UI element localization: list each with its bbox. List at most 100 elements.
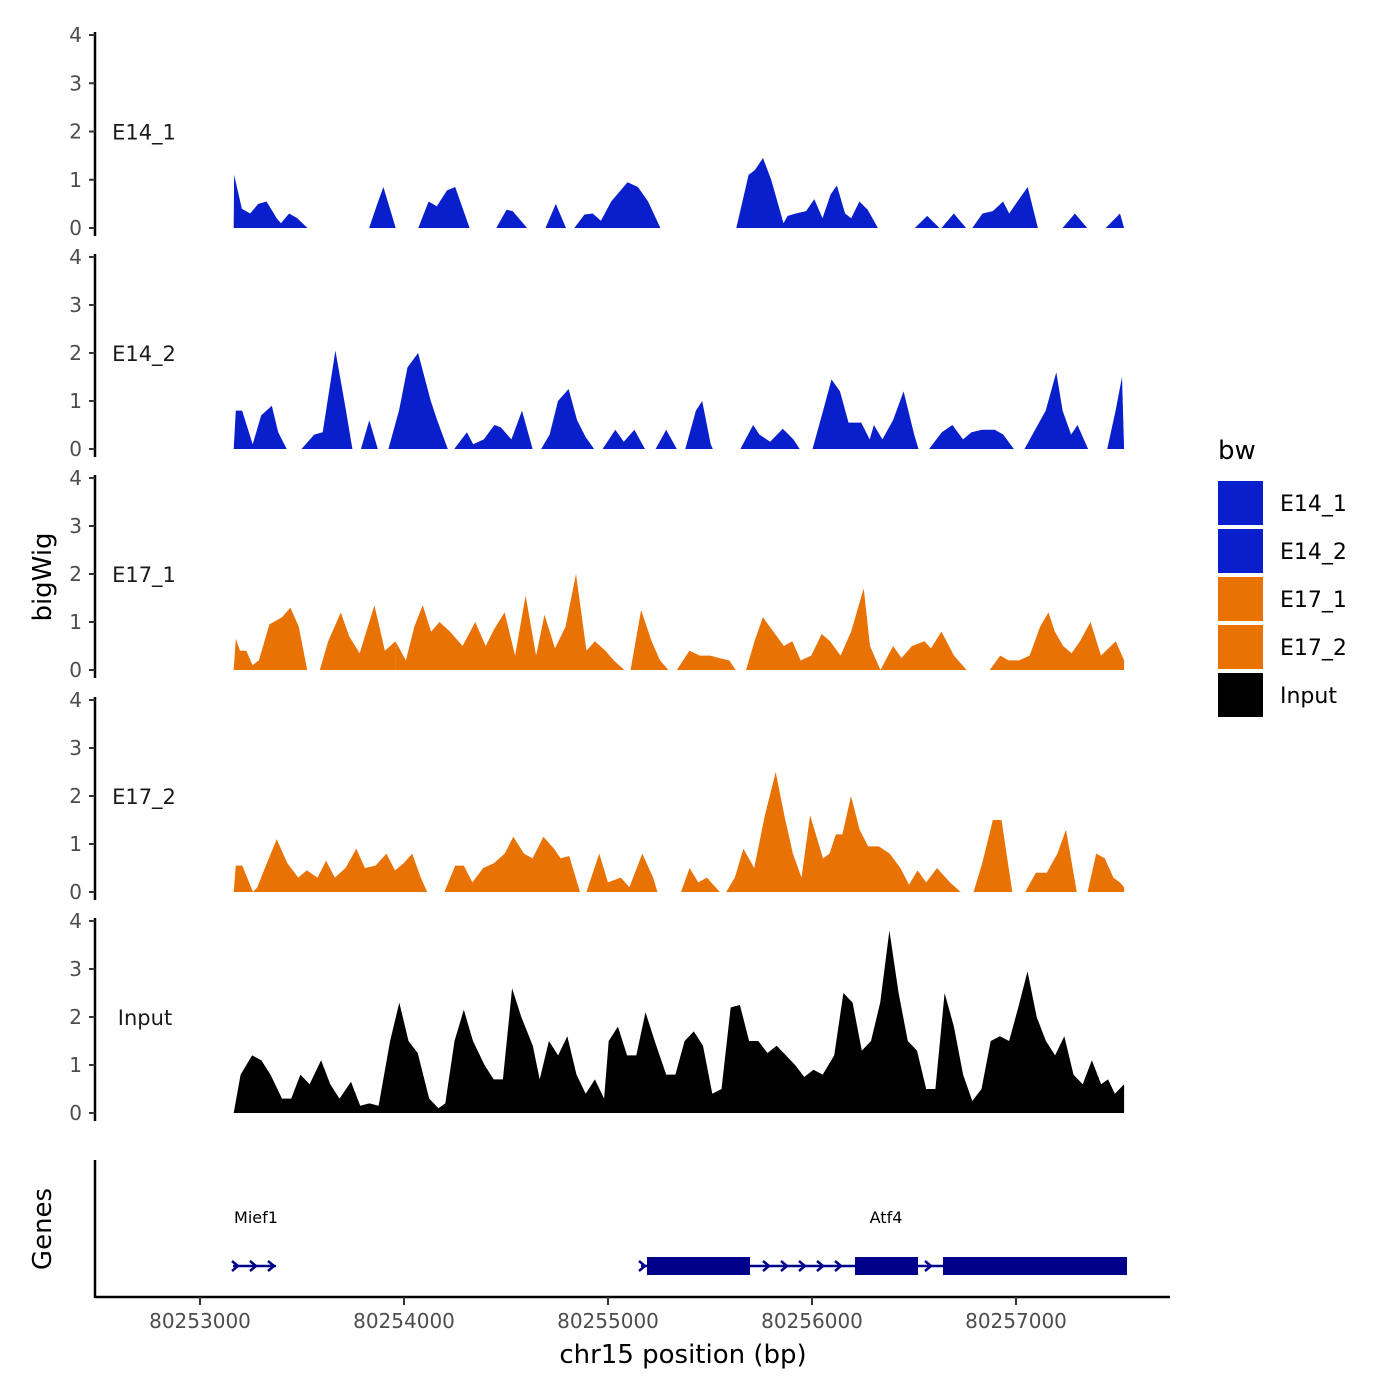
y-tick-label: 3	[69, 514, 82, 538]
strand-arrow-icon	[762, 1260, 771, 1272]
legend-item-Input: Input	[1218, 673, 1337, 717]
y-tick-label: 1	[69, 389, 82, 413]
coverage-area-E14_2-10	[812, 379, 919, 449]
coverage-area-E17_1-1	[319, 605, 396, 670]
coverage-area-E17_1-3	[630, 610, 669, 670]
legend-label: E17_1	[1280, 588, 1347, 613]
track-label-E14_2: E14_2	[112, 342, 176, 367]
x-axis-title: chr15 position (bp)	[559, 1340, 806, 1370]
legend-label: E17_2	[1280, 636, 1347, 661]
coverage-area-E14_2-1	[301, 350, 353, 449]
legend-swatch	[1218, 529, 1263, 573]
coverage-area-E17_1-5	[746, 588, 881, 670]
coverage-area-E14_2-8	[685, 401, 713, 449]
y-tick-label: 2	[69, 562, 82, 586]
y-tick-label: 0	[69, 880, 82, 904]
strand-arrow-icon	[267, 1260, 276, 1272]
y-tick-label: 4	[69, 909, 82, 933]
y-tick-label: 4	[69, 23, 82, 47]
y-tick-label: 4	[69, 245, 82, 269]
coverage-area-E17_1-0	[233, 607, 308, 670]
coverage-area-E14_1-1	[369, 187, 396, 228]
gene-exon	[855, 1257, 918, 1275]
coverage-area-E14_2-9	[740, 425, 800, 449]
strand-arrow-icon	[834, 1260, 843, 1272]
track-E17_2: 0 1 2 3 4 E17_2	[69, 688, 1125, 904]
y-tick-label: 0	[69, 1101, 82, 1125]
coverage-area-E14_1-2	[418, 187, 470, 228]
gene-atf4: Atf4	[638, 1208, 1127, 1275]
coverage-area-E17_2-5	[973, 820, 1013, 892]
y-tick-label: 3	[69, 293, 82, 317]
y-tick-label: 0	[69, 216, 82, 240]
y-tick-label: 1	[69, 832, 82, 856]
coverage-area-E14_1-6	[736, 158, 878, 228]
coverage-area-E14_1-10	[1062, 213, 1088, 228]
gene-label-atf4: Atf4	[870, 1208, 903, 1227]
y-tick-label: 1	[69, 168, 82, 192]
coverage-area-E14_2-0	[233, 405, 287, 449]
y-tick-label: 3	[69, 736, 82, 760]
y-tick-label: 3	[69, 71, 82, 95]
coverage-area-E14_1-3	[496, 209, 528, 228]
coverage-area-E14_2-7	[655, 429, 677, 449]
strand-arrow-icon	[798, 1260, 807, 1272]
coverage-area-E14_1-8	[941, 213, 967, 228]
gene-label-mief1: Mief1	[234, 1208, 278, 1227]
y-tick-label: 2	[69, 120, 82, 144]
y-tick-label: 1	[69, 610, 82, 634]
coverage-area-E14_1-5	[574, 182, 661, 228]
legend-title: bw	[1218, 436, 1256, 466]
coverage-area-E17_2-4	[726, 772, 961, 892]
coverage-area-E14_1-0	[233, 174, 308, 228]
y-tick-label: 3	[69, 957, 82, 981]
coverage-area-E17_1-6	[880, 631, 967, 670]
legend-item-E14_1: E14_1	[1218, 481, 1347, 525]
legend-swatch	[1218, 673, 1263, 717]
legend-label: E14_2	[1280, 540, 1347, 565]
coverage-area-Input-0	[233, 930, 1125, 1113]
strand-arrow-icon	[816, 1260, 825, 1272]
coverage-area-E17_2-3	[681, 868, 720, 892]
legend: bw E14_1 E14_2 E17_1 E17_2 Input	[1218, 436, 1347, 717]
track-E17_1: 0 1 2 3 4 E17_1	[69, 466, 1125, 682]
track-label-Input: Input	[118, 1006, 172, 1030]
legend-swatch	[1218, 625, 1263, 669]
track-label-E14_1: E14_1	[112, 121, 176, 146]
coverage-area-E17_2-6	[1025, 829, 1077, 892]
coverage-area-E17_1-2	[395, 574, 625, 670]
x-tick-label: 80257000	[965, 1309, 1067, 1333]
y-tick-label: 2	[69, 784, 82, 808]
track-label-E17_1: E17_1	[112, 563, 176, 588]
legend-swatch	[1218, 481, 1263, 525]
coverage-area-E14_2-2	[360, 420, 378, 449]
y-tick-label: 2	[69, 341, 82, 365]
y-tick-label: 1	[69, 1053, 82, 1077]
coverage-area-E14_1-4	[545, 203, 566, 228]
coverage-area-E14_1-7	[914, 215, 940, 228]
strand-arrow-icon	[780, 1260, 789, 1272]
coverage-area-E17_2-7	[1087, 853, 1125, 892]
gene-mief1: Mief1	[231, 1208, 278, 1272]
coverage-area-E14_2-4	[454, 410, 533, 449]
coverage-area-E14_2-11	[929, 425, 1014, 449]
legend-label: Input	[1280, 684, 1337, 709]
track-E14_1: 0 1 2 3 4 E14_1	[69, 23, 1125, 240]
coverage-area-E14_2-5	[541, 389, 595, 449]
strand-arrow-icon	[924, 1260, 933, 1272]
legend-item-E17_2: E17_2	[1218, 625, 1347, 669]
coverage-area-E14_1-11	[1105, 213, 1125, 228]
coverage-area-E14_2-3	[388, 353, 448, 449]
x-tick-label: 80254000	[353, 1309, 455, 1333]
track-label-E17_2: E17_2	[112, 785, 176, 810]
gene-exon	[943, 1257, 1127, 1275]
coverage-area-E14_2-13	[1107, 377, 1125, 449]
coverage-area-E17_2-1	[444, 836, 580, 892]
coverage-area-E17_2-0	[233, 839, 428, 892]
track-E14_2: 0 1 2 3 4 E14_2	[69, 245, 1125, 461]
y-tick-label: 4	[69, 466, 82, 490]
x-axis: 80253000 80254000 80255000 80256000 80257000	[95, 1295, 1170, 1333]
gene-exon	[647, 1257, 750, 1275]
x-tick-label: 80253000	[149, 1309, 251, 1333]
